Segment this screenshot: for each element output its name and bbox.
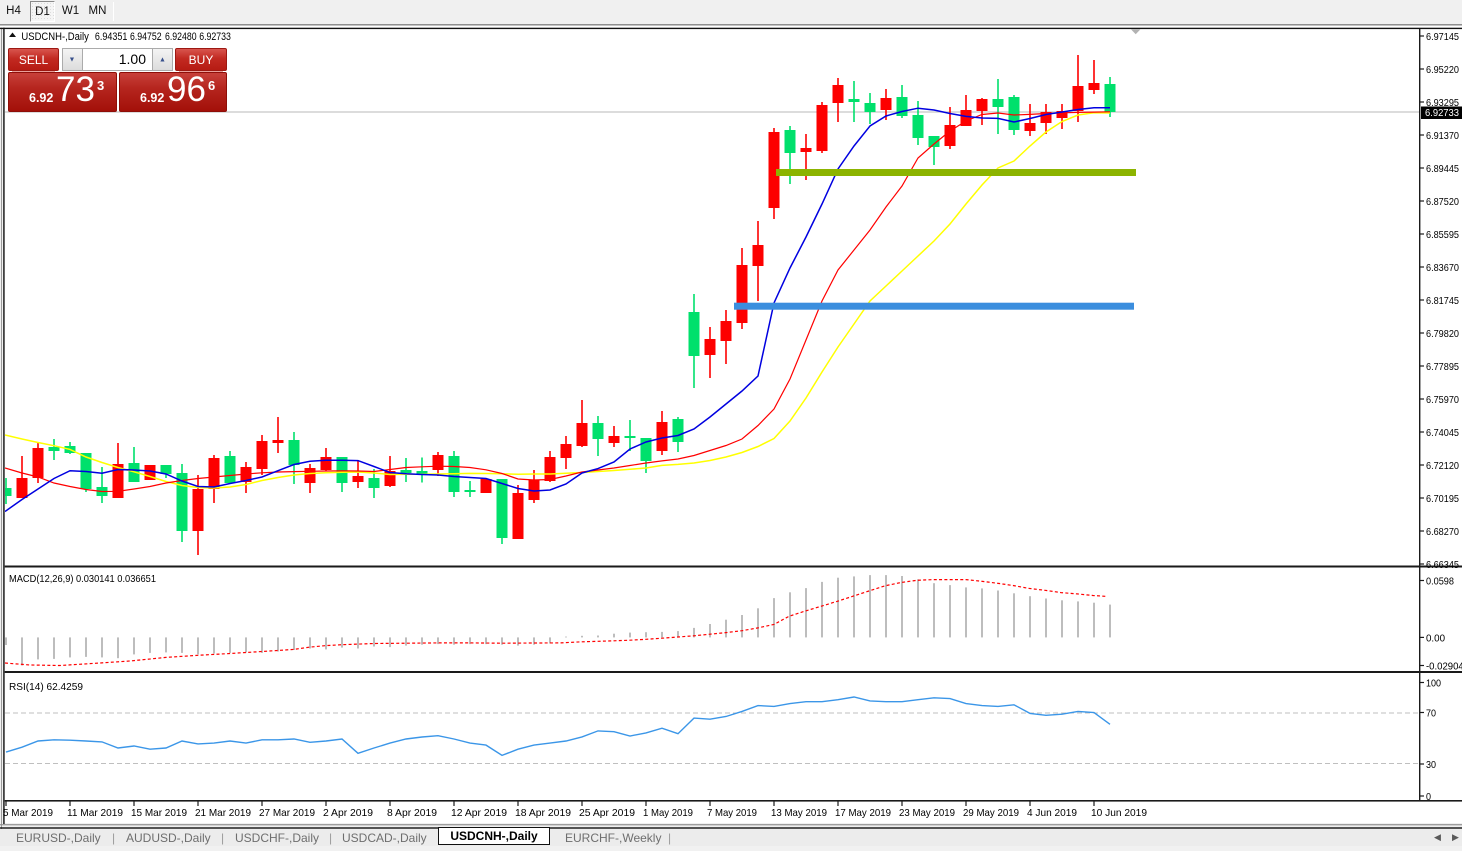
svg-text:6.87520: 6.87520 <box>1426 196 1459 208</box>
svg-text:11 Mar 2019: 11 Mar 2019 <box>67 807 123 819</box>
svg-text:21 Mar 2019: 21 Mar 2019 <box>195 807 251 819</box>
svg-text:6.92480: 6.92480 <box>165 31 197 43</box>
svg-text:0.00: 0.00 <box>1426 632 1445 644</box>
svg-text:MACD(12,26,9) 0.030141 0.03665: MACD(12,26,9) 0.030141 0.036651 <box>9 573 156 585</box>
svg-text:6.91370: 6.91370 <box>1426 130 1459 142</box>
svg-text:6.85595: 6.85595 <box>1426 229 1459 241</box>
svg-text:-0.029045: -0.029045 <box>1426 661 1462 673</box>
svg-text:6.97145: 6.97145 <box>1426 31 1459 43</box>
svg-text:6.75970: 6.75970 <box>1426 394 1459 406</box>
svg-text:6.68270: 6.68270 <box>1426 526 1459 538</box>
svg-text:6.79820: 6.79820 <box>1426 328 1459 340</box>
svg-text:12 Apr 2019: 12 Apr 2019 <box>451 807 507 819</box>
svg-text:6.93295: 6.93295 <box>1426 97 1459 109</box>
svg-text:6.94351: 6.94351 <box>95 31 128 43</box>
svg-text:23 May 2019: 23 May 2019 <box>899 807 955 819</box>
svg-text:1 May 2019: 1 May 2019 <box>643 807 693 819</box>
svg-text:6.72120: 6.72120 <box>1426 460 1459 472</box>
svg-text:6.94752: 6.94752 <box>130 31 162 43</box>
svg-text:0: 0 <box>1426 791 1431 803</box>
svg-text:6.66345: 6.66345 <box>1426 559 1459 571</box>
svg-text:7 May 2019: 7 May 2019 <box>707 807 757 819</box>
svg-text:18 Apr 2019: 18 Apr 2019 <box>515 807 571 819</box>
svg-text:29 May 2019: 29 May 2019 <box>963 807 1019 819</box>
svg-text:6.77895: 6.77895 <box>1426 361 1459 373</box>
svg-text:6.70195: 6.70195 <box>1426 493 1459 505</box>
svg-text:10 Jun 2019: 10 Jun 2019 <box>1091 807 1147 819</box>
svg-text:25 Apr 2019: 25 Apr 2019 <box>579 807 635 819</box>
svg-text:USDCNH-,Daily: USDCNH-,Daily <box>21 31 89 43</box>
svg-text:4 Jun 2019: 4 Jun 2019 <box>1027 807 1077 819</box>
svg-text:6.92733: 6.92733 <box>199 31 231 43</box>
svg-text:6.95220: 6.95220 <box>1426 64 1459 76</box>
svg-text:13 May 2019: 13 May 2019 <box>771 807 827 819</box>
svg-text:RSI(14) 62.4259: RSI(14) 62.4259 <box>9 681 83 693</box>
svg-text:2 Apr 2019: 2 Apr 2019 <box>323 807 373 819</box>
svg-text:0.0598: 0.0598 <box>1426 576 1454 588</box>
svg-text:6.74045: 6.74045 <box>1426 427 1459 439</box>
svg-text:27 Mar 2019: 27 Mar 2019 <box>259 807 315 819</box>
svg-text:6.92733: 6.92733 <box>1425 107 1459 119</box>
svg-text:17 May 2019: 17 May 2019 <box>835 807 891 819</box>
svg-text:15 Mar 2019: 15 Mar 2019 <box>131 807 187 819</box>
svg-text:6.83670: 6.83670 <box>1426 262 1459 274</box>
svg-text:6.89445: 6.89445 <box>1426 163 1459 175</box>
svg-text:8 Apr 2019: 8 Apr 2019 <box>387 807 437 819</box>
svg-text:6.81745: 6.81745 <box>1426 295 1459 307</box>
svg-text:70: 70 <box>1426 708 1436 720</box>
svg-text:5 Mar 2019: 5 Mar 2019 <box>3 807 53 819</box>
svg-text:30: 30 <box>1426 759 1436 771</box>
svg-text:100: 100 <box>1426 678 1441 690</box>
